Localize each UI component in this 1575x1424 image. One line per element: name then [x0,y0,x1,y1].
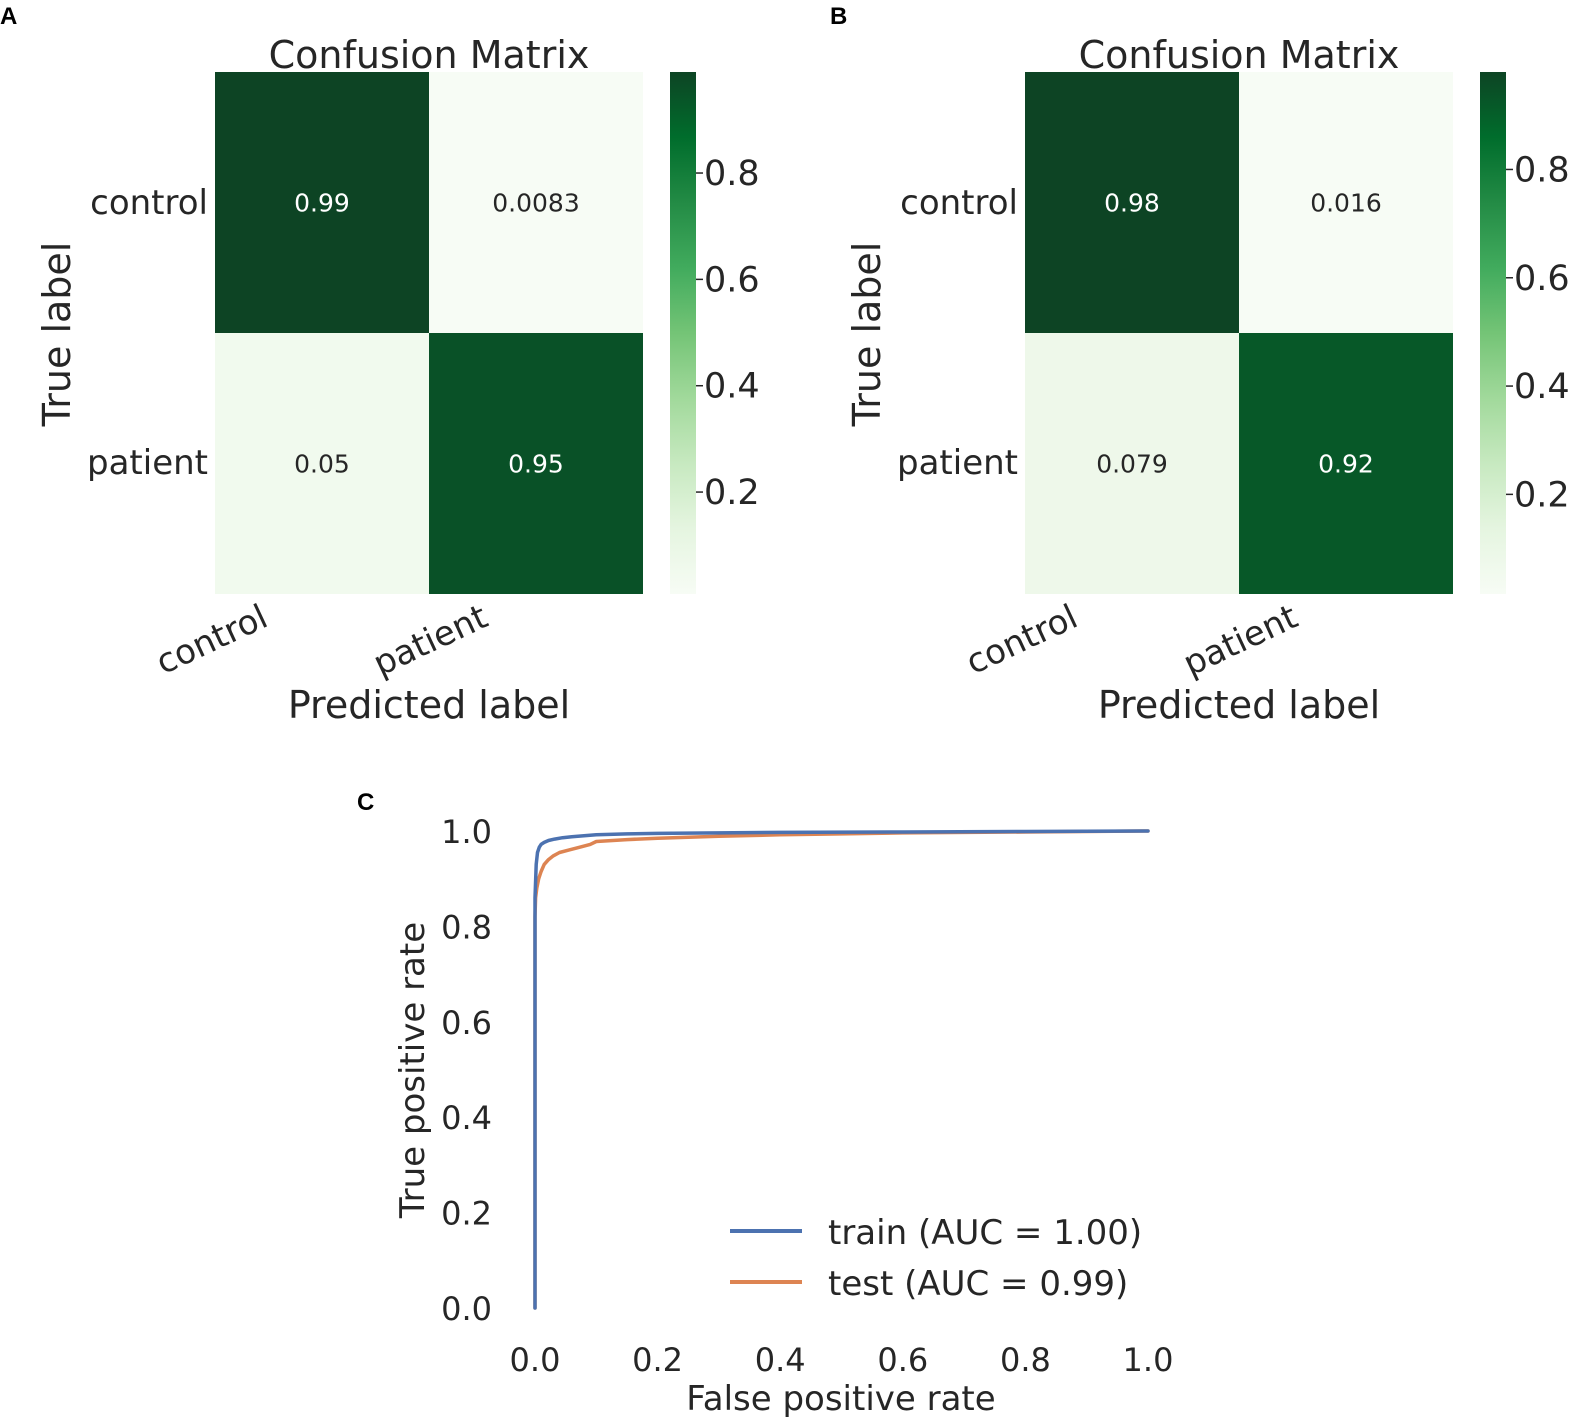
colorbar-tick-label: 0.2 [704,473,760,513]
x-tick-label: patient [1177,597,1304,684]
x-tick-label: patient [367,597,494,684]
y-tick-label: control [900,183,1018,223]
colorbar: 0.2 0.4 0.6 0.8 [670,72,760,594]
panel-b: B Confusion Matrix 0.98 0.016 0.079 0.92 co… [830,3,1570,727]
legend: train (AUC = 1.00) test (AUC = 0.99) [730,1213,1142,1304]
y-tick-label: 0.8 [441,908,492,946]
colorbar: 0.2 0.4 0.6 0.8 [1480,72,1570,594]
colorbar-gradient [1480,72,1506,594]
x-tick-label: 1.0 [1123,1341,1174,1379]
y-tick-label: 1.0 [441,813,492,851]
panel-letter-a: A [0,3,17,30]
colorbar-tick-label: 0.4 [1514,367,1570,407]
y-axis-label: True label [35,242,79,428]
colorbar-ticks: 0.2 0.4 0.6 0.8 [1506,150,1570,515]
y-tick-label: 0.2 [441,1195,492,1233]
matrix-cell [1239,72,1453,333]
x-tick-label: control [150,597,274,683]
x-tick-label: 0.2 [632,1341,683,1379]
matrix-cell [215,333,429,594]
panel-a: A Confusion Matrix 0.99 0.0083 0.05 0.95 co… [0,3,760,727]
confusion-matrix-cells: 0.98 0.016 0.079 0.92 [1025,72,1453,594]
colorbar-tick-label: 0.8 [704,154,760,194]
legend-entry-train: train (AUC = 1.00) [828,1213,1142,1253]
y-axis-label: True label [845,242,889,428]
confusion-matrix-cells: 0.99 0.0083 0.05 0.95 [215,72,643,594]
matrix-cell [1239,333,1453,594]
colorbar-tick-label: 0.4 [704,367,760,407]
matrix-cell [215,72,429,333]
panel-c: C 0.0 0.2 0.4 0.6 0.8 1.0 0.0 0.2 0.4 0.6 0.8 1.0 F… [357,789,1173,1419]
cell-value-label: 0.0083 [492,189,579,218]
matrix-cell [1025,333,1239,594]
panel-letter-b: B [830,3,847,30]
colorbar-tick-label: 0.8 [1514,150,1570,190]
roc-curves [533,829,1150,1310]
colorbar-ticks: 0.2 0.4 0.6 0.8 [696,154,760,513]
x-tick-label: 0.4 [755,1341,806,1379]
matrix-title: Confusion Matrix [1079,33,1400,77]
colorbar-tick-label: 0.2 [1514,475,1570,515]
x-axis-label: False positive rate [686,1379,995,1419]
x-axis-label: Predicted label [1098,683,1380,727]
cell-value-label: 0.016 [1310,189,1382,218]
y-tick-label: 0.0 [441,1290,492,1328]
x-tick-label: 0.0 [510,1341,561,1379]
x-tick-label: control [960,597,1084,683]
x-tick-label: 0.6 [877,1341,928,1379]
y-tick-label: 0.4 [441,1099,492,1137]
matrix-cell [429,333,643,594]
y-tick-label: patient [897,443,1018,483]
cell-value-label: 0.98 [1104,189,1160,218]
y-axis-label: True positive rate [393,922,433,1219]
roc-curve-test [533,829,1150,1310]
cell-value-label: 0.95 [508,450,564,479]
colorbar-tick-label: 0.6 [1514,259,1570,299]
y-tick-label: 0.6 [441,1004,492,1042]
cell-value-label: 0.05 [294,450,350,479]
matrix-title: Confusion Matrix [269,33,590,77]
colorbar-gradient [670,72,696,594]
y-tick-label: control [90,183,208,223]
cell-value-label: 0.99 [294,189,350,218]
roc-curve-train [533,829,1150,1310]
legend-entry-test: test (AUC = 0.99) [828,1264,1128,1304]
x-axis-label: Predicted label [288,683,570,727]
cell-value-label: 0.079 [1096,450,1168,479]
roc-axis-ticks: 0.0 0.2 0.4 0.6 0.8 1.0 0.0 0.2 0.4 0.6 0.8 1.0 [441,813,1173,1379]
matrix-cell [1025,72,1239,333]
panel-letter-c: C [357,789,374,816]
cell-value-label: 0.92 [1318,450,1374,479]
y-tick-label: patient [87,443,208,483]
x-tick-label: 0.8 [1000,1341,1051,1379]
colorbar-tick-label: 0.6 [704,260,760,300]
matrix-cell [429,72,643,333]
